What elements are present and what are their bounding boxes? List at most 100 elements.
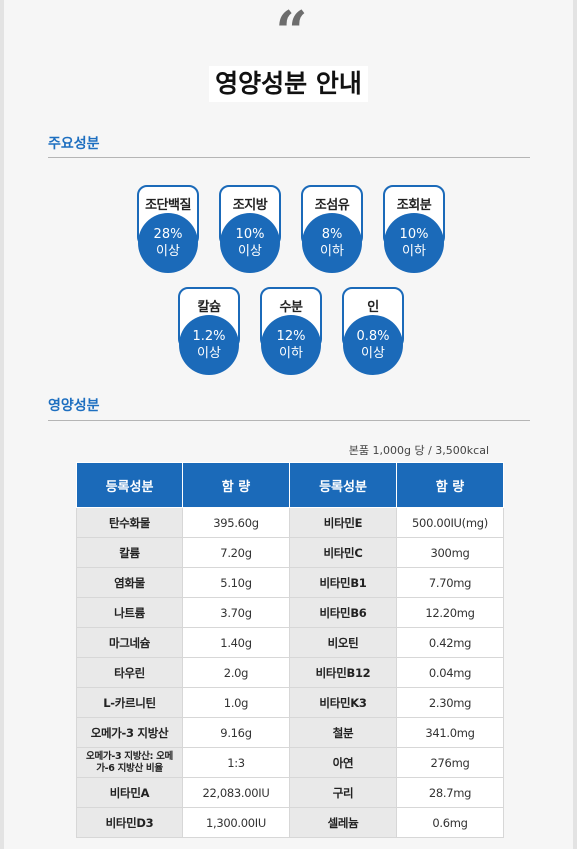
ingredient-amount: 276mg xyxy=(396,747,504,778)
badge-shape xyxy=(260,287,322,375)
component-name: 칼슘 xyxy=(197,300,221,315)
ingredient-amount: 1,300.00IU xyxy=(182,807,290,838)
badge-shape xyxy=(178,287,240,375)
ingredient-amount: 1:3 xyxy=(182,747,290,778)
page-title: 영양성분 안내 xyxy=(209,66,368,102)
component-name: 인 xyxy=(367,300,379,315)
section-label-main: 주요성분 xyxy=(48,136,100,152)
component-percent: 28% xyxy=(153,227,183,242)
ingredient-name: 비타민B1 xyxy=(289,567,397,598)
ingredient-amount: 5.10g xyxy=(182,567,290,598)
table-row: 오메가-3 지방산: 오메가-6 지방산 비율 1:3 아연 276mg xyxy=(76,747,504,778)
ingredient-amount: 2.30mg xyxy=(396,687,504,718)
ingredient-amount: 28.7mg xyxy=(396,777,504,808)
component-badge: 인 0.8% 이상 xyxy=(342,287,404,377)
component-name: 조지방 xyxy=(232,198,268,213)
component-name: 조회분 xyxy=(396,198,432,213)
ingredient-name: 철분 xyxy=(289,717,397,748)
component-percent: 10% xyxy=(399,227,429,242)
ingredient-amount: 395.60g xyxy=(182,507,290,538)
ingredient-amount: 22,083.00IU xyxy=(182,777,290,808)
component-value: 28% 이상 xyxy=(137,226,199,260)
badge-shape xyxy=(219,185,281,273)
ingredient-amount: 2.0g xyxy=(182,657,290,688)
ingredient-amount: 0.6mg xyxy=(396,807,504,838)
ingredient-amount: 9.16g xyxy=(182,717,290,748)
component-badge: 조섬유 8% 이하 xyxy=(301,185,363,275)
ingredient-amount: 1.0g xyxy=(182,687,290,718)
table-row: 비타민A 22,083.00IU 구리 28.7mg xyxy=(76,777,504,808)
ingredient-amount: 12.20mg xyxy=(396,597,504,628)
ingredient-name: 탄수화물 xyxy=(76,507,183,538)
table-row: 나트륨 3.70g 비타민B6 12.20mg xyxy=(76,597,504,628)
title-wrap: 영양성분 안내 xyxy=(0,66,577,102)
header-cell: 등록성분 xyxy=(76,462,183,508)
ingredient-amount: 3.70g xyxy=(182,597,290,628)
table-row: 비타민D3 1,300.00IU 셀레늄 0.6mg xyxy=(76,807,504,838)
component-badge: 조지방 10% 이상 xyxy=(219,185,281,275)
ingredient-name: 칼륨 xyxy=(76,537,183,568)
badge-shape xyxy=(301,185,363,273)
component-value: 12% 이하 xyxy=(260,328,322,362)
ingredient-amount: 300mg xyxy=(396,537,504,568)
ingredient-amount: 7.20g xyxy=(182,537,290,568)
ingredient-name: 비타민C xyxy=(289,537,397,568)
component-qualifier: 이하 xyxy=(402,244,426,259)
ingredient-amount: 0.42mg xyxy=(396,627,504,658)
ingredient-amount: 1.40g xyxy=(182,627,290,658)
component-percent: 1.2% xyxy=(192,329,226,344)
ingredient-amount: 341.0mg xyxy=(396,717,504,748)
ingredient-name: 셀레늄 xyxy=(289,807,397,838)
section-label-nutrition: 영양성분 xyxy=(48,398,100,414)
ingredient-name: 아연 xyxy=(289,747,397,778)
component-badge: 조회분 10% 이하 xyxy=(383,185,445,275)
component-badge: 수분 12% 이하 xyxy=(260,287,322,377)
component-name: 조단백질 xyxy=(145,198,191,213)
table-row: 칼륨 7.20g 비타민C 300mg xyxy=(76,537,504,568)
component-value: 10% 이하 xyxy=(383,226,445,260)
component-qualifier: 이상 xyxy=(197,346,221,361)
ingredient-name: 비타민K3 xyxy=(289,687,397,718)
component-percent: 0.8% xyxy=(356,329,390,344)
component-percent: 8% xyxy=(321,227,343,242)
section-divider-main xyxy=(48,157,530,158)
nutrition-table: 등록성분 함 량 등록성분 함 량 탄수화물 395.60g 비타민E 500.00I… xyxy=(76,462,504,838)
page-edge-left xyxy=(0,0,4,849)
badge-shape xyxy=(137,185,199,273)
table-header-row: 등록성분 함 량 등록성분 함 량 xyxy=(76,462,504,508)
section-divider-nutrition xyxy=(48,420,530,421)
ingredient-name: 오메가-3 지방산 xyxy=(76,717,183,748)
component-qualifier: 이상 xyxy=(361,346,385,361)
table-row: L-카르니틴 1.0g 비타민K3 2.30mg xyxy=(76,687,504,718)
header-cell: 함 량 xyxy=(396,462,504,508)
component-badge: 칼슘 1.2% 이상 xyxy=(178,287,240,377)
component-value: 8% 이하 xyxy=(301,226,363,260)
badge-shape xyxy=(342,287,404,375)
table-row: 마그네슘 1.40g 비오틴 0.42mg xyxy=(76,627,504,658)
table-row: 오메가-3 지방산 9.16g 철분 341.0mg xyxy=(76,717,504,748)
component-name: 수분 xyxy=(279,300,303,315)
ingredient-name: 마그네슘 xyxy=(76,627,183,658)
component-qualifier: 이하 xyxy=(320,244,344,259)
quote-mark-icon: “ xyxy=(275,0,307,65)
ingredient-name: 염화물 xyxy=(76,567,183,598)
ingredient-name: 비오틴 xyxy=(289,627,397,658)
badge-shape xyxy=(383,185,445,273)
ingredient-name: 비타민B6 xyxy=(289,597,397,628)
header-cell: 함 량 xyxy=(182,462,290,508)
ingredient-name: 타우린 xyxy=(76,657,183,688)
page-edge-right xyxy=(573,0,577,849)
component-qualifier: 이하 xyxy=(279,346,303,361)
ingredient-amount: 0.04mg xyxy=(396,657,504,688)
component-qualifier: 이상 xyxy=(238,244,262,259)
header-cell: 등록성분 xyxy=(289,462,397,508)
ingredient-name: 구리 xyxy=(289,777,397,808)
component-name: 조섬유 xyxy=(314,198,350,213)
component-qualifier: 이상 xyxy=(156,244,180,259)
table-row: 타우린 2.0g 비타민B12 0.04mg xyxy=(76,657,504,688)
component-badge: 조단백질 28% 이상 xyxy=(137,185,199,275)
ingredient-name: 비타민A xyxy=(76,777,183,808)
basis-note: 본품 1,000g 당 / 3,500kcal xyxy=(348,444,489,457)
component-value: 10% 이상 xyxy=(219,226,281,260)
ingredient-name: 오메가-3 지방산: 오메가-6 지방산 비율 xyxy=(76,747,183,778)
